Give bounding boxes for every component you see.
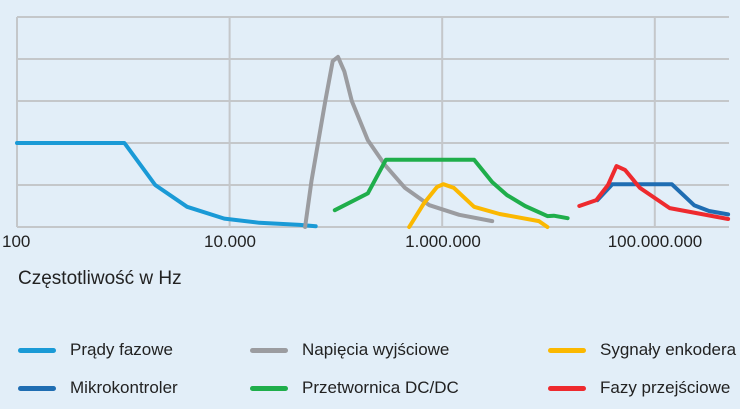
legend-label: Fazy przejściowe — [600, 378, 731, 397]
series-line-pr-dy-fazowe — [15, 141, 318, 229]
series-line-fazy-przej-ciowe — [577, 164, 731, 221]
legend-swatch — [548, 347, 586, 353]
legend-label: Mikrokontroler — [70, 378, 178, 397]
x-axis-label: Częstotliwość w Hz — [18, 268, 182, 289]
legend-swatch — [250, 347, 288, 353]
legend-item-fazy: Fazy przejściowe — [548, 378, 730, 398]
series-line-sygna-y-enkodera — [407, 182, 550, 229]
legend-label: Przetwornica DC/DC — [302, 378, 459, 397]
legend-swatch — [18, 385, 56, 391]
legend-label: Sygnały enkodera — [600, 340, 737, 359]
x-tick-label: 100.000.000 — [607, 232, 703, 251]
legend-label: Prądy fazowe — [70, 340, 173, 359]
x-tick-label: 10.000 — [204, 232, 256, 251]
legend-item-mikrokontroler: Mikrokontroler — [18, 378, 178, 398]
x-tick-label: 1.000.000 — [405, 232, 481, 251]
plot-area — [15, 16, 731, 229]
legend-swatch — [250, 385, 288, 391]
legend-swatch — [18, 347, 56, 353]
legend-swatch — [548, 385, 586, 391]
legend-item-przetwornica: Przetwornica DC/DC — [250, 378, 459, 398]
series-line-przetwornica-dc-dc — [332, 157, 570, 221]
legend-item-napiecia: Napięcia wyjściowe — [250, 340, 449, 360]
x-tick-label: 100 — [2, 232, 31, 251]
legend-label: Napięcia wyjściowe — [302, 340, 450, 359]
legend-item-sygnaly: Sygnały enkodera — [548, 340, 736, 360]
series-line-mikrokontroler — [595, 182, 731, 217]
legend-item-prady-fazowe: Prądy fazowe — [18, 340, 173, 360]
series-line-napi-cia-wyj-ciowe — [303, 54, 495, 229]
